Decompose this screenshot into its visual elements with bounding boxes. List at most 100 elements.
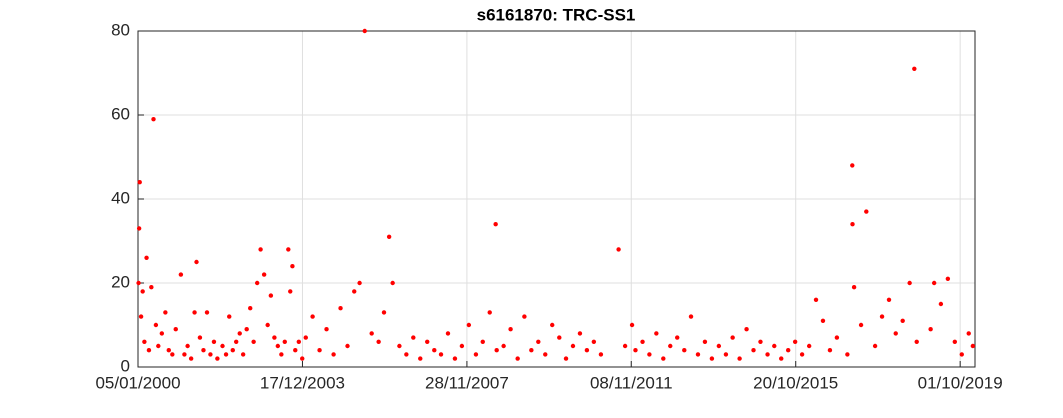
point — [151, 117, 156, 122]
point — [282, 339, 287, 344]
point — [765, 352, 770, 357]
point — [959, 352, 964, 357]
point — [194, 259, 199, 265]
point — [851, 285, 857, 290]
y-tick-label: 60 — [111, 104, 130, 123]
point — [275, 343, 281, 349]
point — [872, 343, 878, 349]
point — [197, 335, 203, 340]
point — [137, 180, 142, 185]
point — [723, 352, 729, 357]
point — [204, 310, 210, 315]
point — [466, 322, 472, 328]
x-tick-label: 01/10/2019 — [918, 373, 1003, 392]
point — [702, 339, 708, 344]
point — [550, 322, 555, 328]
point — [215, 356, 220, 361]
point — [912, 66, 917, 72]
point — [508, 327, 513, 332]
x-tick-label: 20/10/2015 — [753, 373, 838, 392]
point — [386, 234, 392, 239]
point — [893, 331, 898, 336]
point — [185, 343, 190, 349]
point — [716, 343, 722, 349]
point — [570, 343, 576, 349]
point — [244, 327, 249, 332]
point — [251, 339, 256, 344]
point — [390, 280, 395, 286]
point — [536, 339, 541, 344]
chart-title: s6161870: TRC-SS1 — [477, 5, 636, 24]
point — [411, 335, 416, 340]
point — [362, 28, 367, 34]
y-tick-label: 40 — [111, 188, 130, 207]
point — [522, 314, 527, 319]
point — [258, 247, 263, 252]
point — [591, 339, 597, 344]
x-tick-label: 08/11/2011 — [590, 373, 673, 392]
point — [879, 314, 885, 319]
point — [254, 280, 260, 286]
point — [248, 306, 253, 311]
point — [192, 310, 197, 315]
point — [140, 289, 145, 294]
point — [170, 352, 175, 357]
point — [286, 247, 291, 252]
plot-frame — [137, 30, 976, 368]
point — [208, 352, 213, 357]
point — [900, 318, 905, 323]
point — [445, 331, 451, 336]
point — [153, 322, 159, 328]
point — [751, 348, 756, 353]
point — [487, 310, 492, 315]
point — [864, 209, 869, 214]
point — [223, 352, 229, 357]
point — [296, 339, 302, 344]
point — [654, 331, 659, 336]
point — [146, 348, 152, 353]
point — [938, 301, 944, 307]
point — [345, 343, 350, 349]
point — [473, 352, 479, 357]
point — [357, 280, 362, 286]
point — [799, 352, 805, 357]
point — [432, 348, 437, 353]
point — [845, 352, 850, 357]
point — [288, 289, 293, 294]
point — [945, 276, 951, 281]
point — [695, 352, 701, 357]
point — [220, 343, 225, 349]
point — [792, 339, 798, 344]
point — [369, 331, 374, 336]
point — [820, 318, 826, 323]
y-tick-label: 80 — [111, 20, 130, 39]
point — [785, 348, 791, 353]
x-tick-label: 28/11/2007 — [425, 373, 509, 392]
point — [261, 272, 267, 277]
point — [577, 331, 583, 336]
point — [850, 222, 855, 227]
point — [515, 356, 520, 361]
point — [598, 352, 604, 357]
point — [138, 314, 144, 319]
x-tick-label: 05/01/2000 — [95, 373, 180, 392]
point — [543, 352, 548, 357]
point — [668, 343, 673, 349]
point — [404, 352, 409, 357]
point — [310, 314, 315, 319]
point — [459, 343, 465, 349]
point — [858, 322, 864, 328]
point — [397, 343, 402, 349]
x-tick-label: 17/12/2003 — [260, 373, 345, 392]
point — [376, 339, 381, 344]
point — [584, 348, 590, 353]
point — [529, 348, 534, 353]
point — [136, 280, 141, 286]
point — [142, 339, 147, 344]
point — [779, 356, 784, 361]
point — [914, 339, 919, 344]
point — [907, 280, 912, 286]
point — [640, 339, 645, 344]
point — [834, 335, 840, 340]
